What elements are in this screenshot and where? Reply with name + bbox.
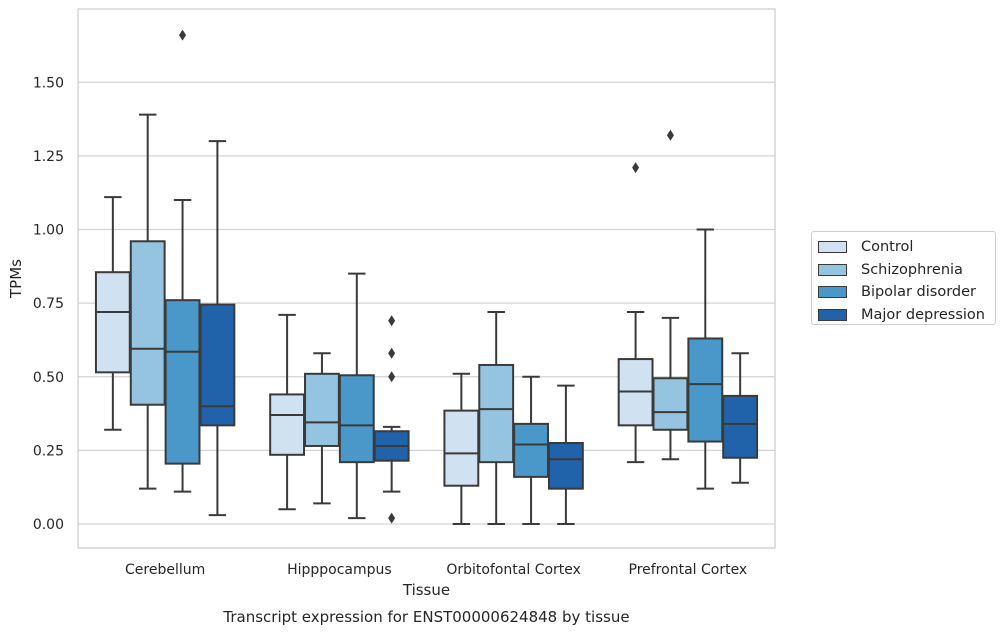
x-tick-label: Orbitofontal Cortex [446,562,581,578]
box-major-depression [547,384,584,525]
box-schizophrenia [129,113,166,490]
x-tick-label: Hipppocampus [287,562,392,578]
outlier-point [388,347,396,359]
legend-item: Major depression [818,304,995,327]
box-body [547,442,584,490]
box-body [478,363,515,464]
box-body [94,271,131,374]
legend-item: Schizophrenia [818,259,995,282]
box-body [338,374,375,464]
legend-label: Control [861,239,914,256]
legend-label: Schizophrenia [861,261,963,278]
y-axis-label: TPMs [7,259,25,299]
outlier-point [666,129,674,141]
box-major-depression [199,140,236,517]
box-body [129,240,166,406]
box-schizophrenia [652,129,689,461]
box-bipolar-disorder [338,272,375,520]
box-body [443,409,480,487]
box-control [269,313,306,511]
y-tick-labels: 0.00 0.25 0.50 0.75 1.00 1.25 1.50 [33,75,64,533]
y-tick-label: 0.00 [33,517,64,533]
box-control [617,162,654,464]
box-body [722,394,759,459]
legend: Control Schizophrenia Bipolar disorder Majo… [811,231,996,325]
y-tick-label: 1.25 [33,149,64,165]
y-tick-label: 0.50 [33,370,64,386]
box-bipolar-disorder [687,228,724,490]
outlier-point [388,315,396,327]
box-control [94,196,131,431]
y-tick-label: 0.75 [33,296,64,312]
outlier-point [179,29,187,41]
x-tick-label: Prefrontal Cortex [629,562,748,578]
legend-swatch [818,286,847,299]
box-body [652,377,689,431]
outlier-point [388,512,396,524]
box-body [304,372,340,447]
box-bipolar-disorder [164,29,201,493]
outlier-point [632,162,640,174]
legend-swatch [818,263,847,276]
box-major-depression [373,315,410,524]
y-tick-label: 1.50 [33,75,64,91]
box-control [443,372,480,525]
box-body [269,393,306,456]
y-tick-label: 1.00 [33,223,64,239]
y-tick-label: 0.25 [33,443,64,459]
box-groups [94,29,759,525]
box-body [513,422,549,478]
outlier-point [388,371,396,383]
x-tick-labels: Cerebellum Hipppocampus Orbitofontal Corte… [125,562,747,578]
box-schizophrenia [478,310,515,525]
box-body [199,303,236,427]
plot-area-frame [77,8,776,549]
box-schizophrenia [304,352,340,505]
legend-item: Bipolar disorder [818,281,995,304]
box-bipolar-disorder [513,375,549,525]
chart-title: Transcript expression for ENST0000062484… [222,608,629,626]
x-tick-label: Cerebellum [125,562,205,578]
box-body [164,299,201,465]
legend-label: Bipolar disorder [861,284,976,301]
legend-label: Major depression [861,306,985,323]
legend-swatch [818,308,847,321]
box-body [687,337,724,443]
x-axis-label: Tissue [402,581,450,599]
legend-swatch [818,241,847,254]
box-major-depression [722,352,759,484]
legend-item: Control [818,236,995,259]
